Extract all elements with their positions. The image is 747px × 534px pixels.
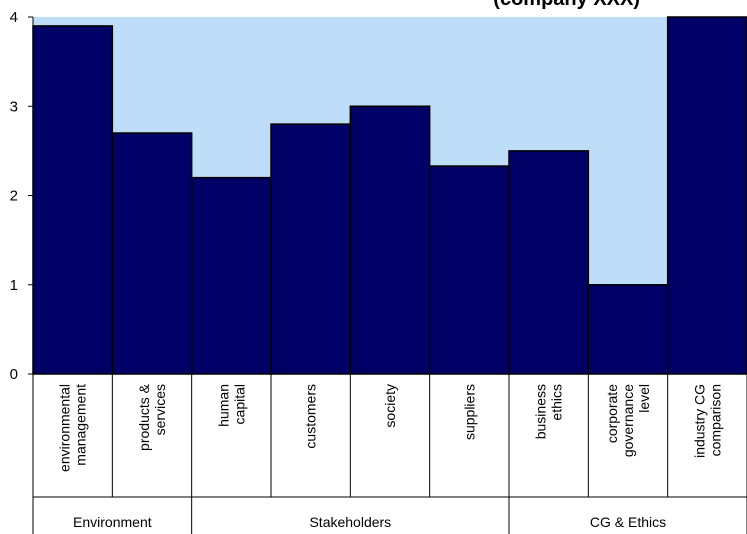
x-category-label-line: capital (231, 384, 247, 424)
x-category-label-line: products & (136, 383, 152, 451)
x-category-label: businessethics (533, 384, 565, 439)
x-category-label: products &services (136, 383, 168, 451)
y-tick-label: 2 (10, 188, 18, 205)
x-category-label-line: society (382, 384, 398, 428)
x-category-label-line: business (533, 384, 549, 439)
x-category-label: humancapital (215, 384, 247, 427)
x-category-label: environmentalmanagement (57, 384, 89, 472)
chart-title: (company XXX) (493, 0, 640, 10)
x-group-label: Environment (73, 514, 152, 530)
x-category-label: suppliers (461, 384, 477, 440)
bar-1 (32, 25, 114, 375)
x-category-label-line: comparison (707, 384, 723, 456)
bar-4 (270, 123, 352, 375)
x-category-label-line: suppliers (461, 384, 477, 440)
x-category-label-line: services (152, 384, 168, 435)
bar-3 (190, 176, 272, 375)
x-category-label: industry CGcomparison (691, 384, 723, 458)
y-tick-label: 3 (10, 98, 18, 115)
y-axis: 0 1 2 3 4 (10, 9, 34, 383)
bar-2 (111, 132, 193, 375)
x-category-label: corporategovernancelevel (604, 384, 652, 457)
x-category-label-line: level (636, 384, 652, 413)
y-tick-label: 0 (10, 366, 18, 383)
x-category-label-line: industry CG (691, 384, 707, 458)
bars-group (32, 16, 747, 375)
bar-6 (428, 165, 510, 375)
y-tick-label: 1 (10, 277, 18, 294)
bar-7 (508, 150, 590, 375)
x-category-label-line: management (73, 384, 89, 466)
x-category-label-line: customers (303, 384, 319, 449)
bar-5 (349, 105, 431, 375)
y-tick-label: 4 (10, 9, 18, 26)
x-category-label-line: governance (620, 384, 636, 457)
x-category-label-line: human (215, 384, 231, 427)
x-category-label: customers (303, 384, 319, 449)
x-axis: environmentalmanagement products &service… (32, 373, 747, 534)
bar-8 (587, 284, 669, 375)
x-group-label: Stakeholders (309, 514, 391, 530)
x-category-label: society (382, 384, 398, 428)
x-group-label: CG & Ethics (590, 514, 666, 530)
bar-9 (666, 16, 747, 375)
x-category-label-line: environmental (57, 384, 73, 472)
x-category-label-line: corporate (604, 384, 620, 443)
x-category-label-line: ethics (549, 384, 565, 421)
